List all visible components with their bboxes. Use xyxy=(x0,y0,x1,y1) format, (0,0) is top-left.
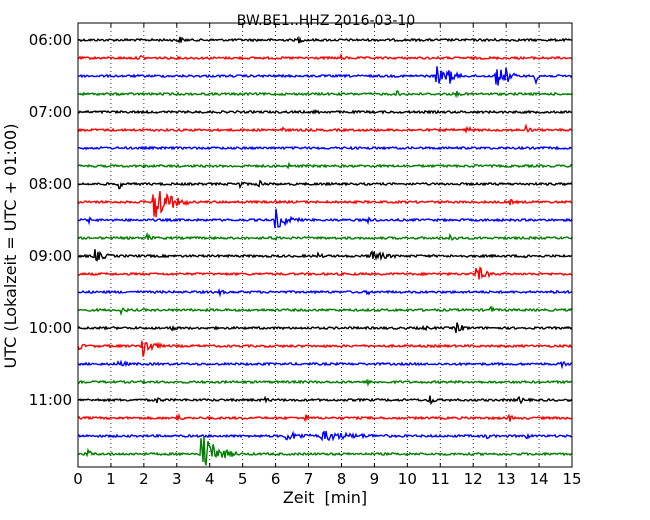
x-tick-label: 7 xyxy=(304,470,314,488)
trace-line xyxy=(77,435,573,466)
trace-line xyxy=(77,123,573,135)
y-tick-label: 07:00 xyxy=(29,103,72,121)
trace-line xyxy=(77,340,573,357)
x-axis-label: Zeit [min] xyxy=(283,488,367,507)
x-tick-label: 0 xyxy=(73,470,83,488)
x-tick-label: 1 xyxy=(106,470,116,488)
trace-line xyxy=(77,359,573,370)
x-tick-label: 12 xyxy=(464,470,483,488)
axis-ticks xyxy=(77,23,573,467)
x-tick-label: 4 xyxy=(205,470,215,488)
x-tick-label: 14 xyxy=(530,470,549,488)
x-tick-label: 8 xyxy=(337,470,347,488)
x-tick-label: 2 xyxy=(139,470,149,488)
y-tick-label: 11:00 xyxy=(29,391,72,409)
trace-line xyxy=(77,266,573,280)
x-tick-label: 3 xyxy=(172,470,182,488)
x-tick-label: 13 xyxy=(497,470,516,488)
trace-line xyxy=(77,249,573,262)
x-tick-label: 9 xyxy=(370,470,380,488)
trace-line xyxy=(77,395,573,406)
trace-line xyxy=(77,190,573,218)
x-tick-label: 11 xyxy=(431,470,450,488)
x-tick-label: 15 xyxy=(562,470,581,488)
trace-line xyxy=(77,413,573,423)
trace-line xyxy=(77,378,573,388)
y-tick-labels: 06:00 07:00 08:00 09:00 10:00 11:00 xyxy=(29,31,72,409)
y-tick-label: 08:00 xyxy=(29,175,72,193)
trace-line xyxy=(77,109,573,115)
y-tick-label: 10:00 xyxy=(29,319,72,337)
trace-line xyxy=(77,179,573,190)
trace-line xyxy=(77,287,573,298)
y-tick-label: 09:00 xyxy=(29,247,72,265)
plot-frame xyxy=(77,22,573,468)
trace-line xyxy=(77,66,573,86)
trace-line xyxy=(77,145,573,151)
y-tick-label: 06:00 xyxy=(29,31,72,49)
trace-line xyxy=(77,161,573,170)
trace-line xyxy=(77,231,573,242)
chart-title: BW.BE1..HHZ 2016-03-10 xyxy=(237,13,416,29)
x-tick-label: 6 xyxy=(271,470,281,488)
trace-line xyxy=(77,322,573,333)
trace-line xyxy=(77,90,573,99)
x-tick-label: 5 xyxy=(238,470,248,488)
x-tick-labels: 0 1 2 3 4 5 6 7 8 9 10 11 12 13 14 15 xyxy=(73,470,581,488)
trace-line xyxy=(77,35,573,44)
trace-line xyxy=(77,208,573,229)
trace-line xyxy=(77,430,573,442)
x-tick-label: 10 xyxy=(398,470,417,488)
trace-line xyxy=(77,52,573,61)
trace-group xyxy=(77,35,573,466)
y-axis-label: UTC (Lokalzeit = UTC + 01:00) xyxy=(1,124,20,369)
trace-line xyxy=(77,305,573,317)
